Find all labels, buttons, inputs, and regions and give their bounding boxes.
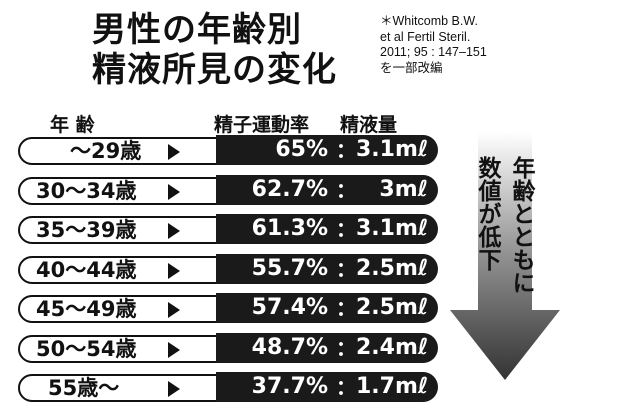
separator: ： [336, 375, 356, 399]
table-row: 50〜54歳 48.7% ： 2.4mℓ [18, 332, 438, 365]
source-line-3: 2011; 95 : 147–151 [380, 45, 487, 59]
motility-value: 57.4% [251, 295, 328, 320]
value-pill: 61.3% ： 3.1mℓ [216, 214, 438, 244]
column-headers: 年 齢 精子運動率 精液量 [0, 110, 620, 136]
age-label: 30〜34歳 [36, 178, 137, 203]
motility-value: 61.3% [251, 216, 328, 241]
separator: ： [336, 335, 356, 360]
age-pill [18, 295, 218, 323]
age-pill [18, 216, 218, 244]
down-arrow-icon [450, 132, 560, 380]
header-motility: 精子運動率 [214, 114, 310, 136]
separator: ： [336, 296, 356, 320]
age-label: 55歳〜 [48, 376, 120, 400]
title-line-1: 男性の年齢別 [92, 10, 302, 50]
separator: ： [336, 177, 356, 202]
motility-value: 37.7% [251, 374, 328, 399]
table-row: 30〜34歳 62.7% ： 3mℓ [18, 174, 438, 207]
value-pill: 57.4% ： 2.5mℓ [216, 293, 438, 323]
title-block: 男性の年齢別 精液所見の変化 [92, 10, 362, 90]
play-triangle-icon [168, 262, 180, 279]
volume-value: 2.4mℓ [356, 334, 429, 360]
source-line-4: を一部改編 [380, 60, 443, 75]
value-pill: 65% ： 3.1mℓ [216, 135, 438, 165]
separator: ： [336, 256, 356, 281]
decline-arrow: 年齢とともに 数値が低下 [450, 132, 560, 382]
source-citation: ＊Whitcomb B.W. et al Fertil Steril. 2011… [380, 14, 540, 76]
age-pill [18, 374, 218, 402]
age-label: 40〜44歳 [36, 257, 137, 282]
motility-value: 48.7% [251, 334, 328, 360]
play-triangle-icon [168, 223, 180, 239]
volume-value: 3mℓ [379, 176, 428, 202]
age-pill [18, 334, 218, 363]
play-triangle-icon [168, 144, 180, 160]
motility-value: 65% [275, 137, 328, 162]
header-age: 年 齢 [50, 114, 95, 136]
value-pill: 48.7% ： 2.4mℓ [216, 332, 438, 363]
volume-value: 1.7mℓ [356, 374, 429, 399]
table-row: 45〜49歳 57.4% ： 2.5mℓ [18, 293, 438, 325]
play-triangle-icon [168, 302, 180, 318]
separator: ： [336, 217, 356, 241]
table-row: 55歳〜 37.7% ： 1.7mℓ [18, 372, 438, 404]
side-text-line-2: 数値が低下 [474, 156, 500, 271]
play-triangle-icon [168, 381, 180, 397]
source-line-1: ＊Whitcomb B.W. [380, 14, 478, 28]
value-pill: 55.7% ： 2.5mℓ [216, 253, 438, 284]
table-row: 40〜44歳 55.7% ： 2.5mℓ [18, 253, 438, 286]
age-label: 45〜49歳 [36, 297, 137, 321]
value-pill: 37.7% ： 1.7mℓ [216, 372, 438, 402]
age-label: 35〜39歳 [36, 218, 137, 242]
age-pill [18, 255, 218, 284]
separator: ： [336, 138, 356, 162]
value-pill: 62.7% ： 3mℓ [216, 174, 438, 205]
age-label: 50〜54歳 [36, 336, 137, 361]
age-label: 〜29歳 [70, 139, 142, 163]
age-pill [18, 176, 218, 205]
play-triangle-icon [168, 183, 180, 200]
table-row: 35〜39歳 61.3% ： 3.1mℓ [18, 214, 438, 246]
motility-value: 55.7% [251, 255, 328, 281]
source-line-2: et al Fertil Steril. [380, 29, 471, 44]
age-pill [18, 137, 218, 165]
side-text-line-1: 年齢とともに [508, 156, 534, 294]
volume-value: 2.5mℓ [356, 255, 429, 281]
table-row: 〜29歳 65% ： 3.1mℓ [18, 135, 438, 167]
volume-value: 2.5mℓ [356, 295, 429, 320]
play-triangle-icon [168, 341, 180, 358]
volume-value: 3.1mℓ [356, 137, 429, 162]
title-line-2: 精液所見の変化 [92, 50, 337, 90]
header-volume: 精液量 [340, 114, 398, 136]
motility-value: 62.7% [251, 176, 328, 202]
volume-value: 3.1mℓ [356, 216, 429, 241]
